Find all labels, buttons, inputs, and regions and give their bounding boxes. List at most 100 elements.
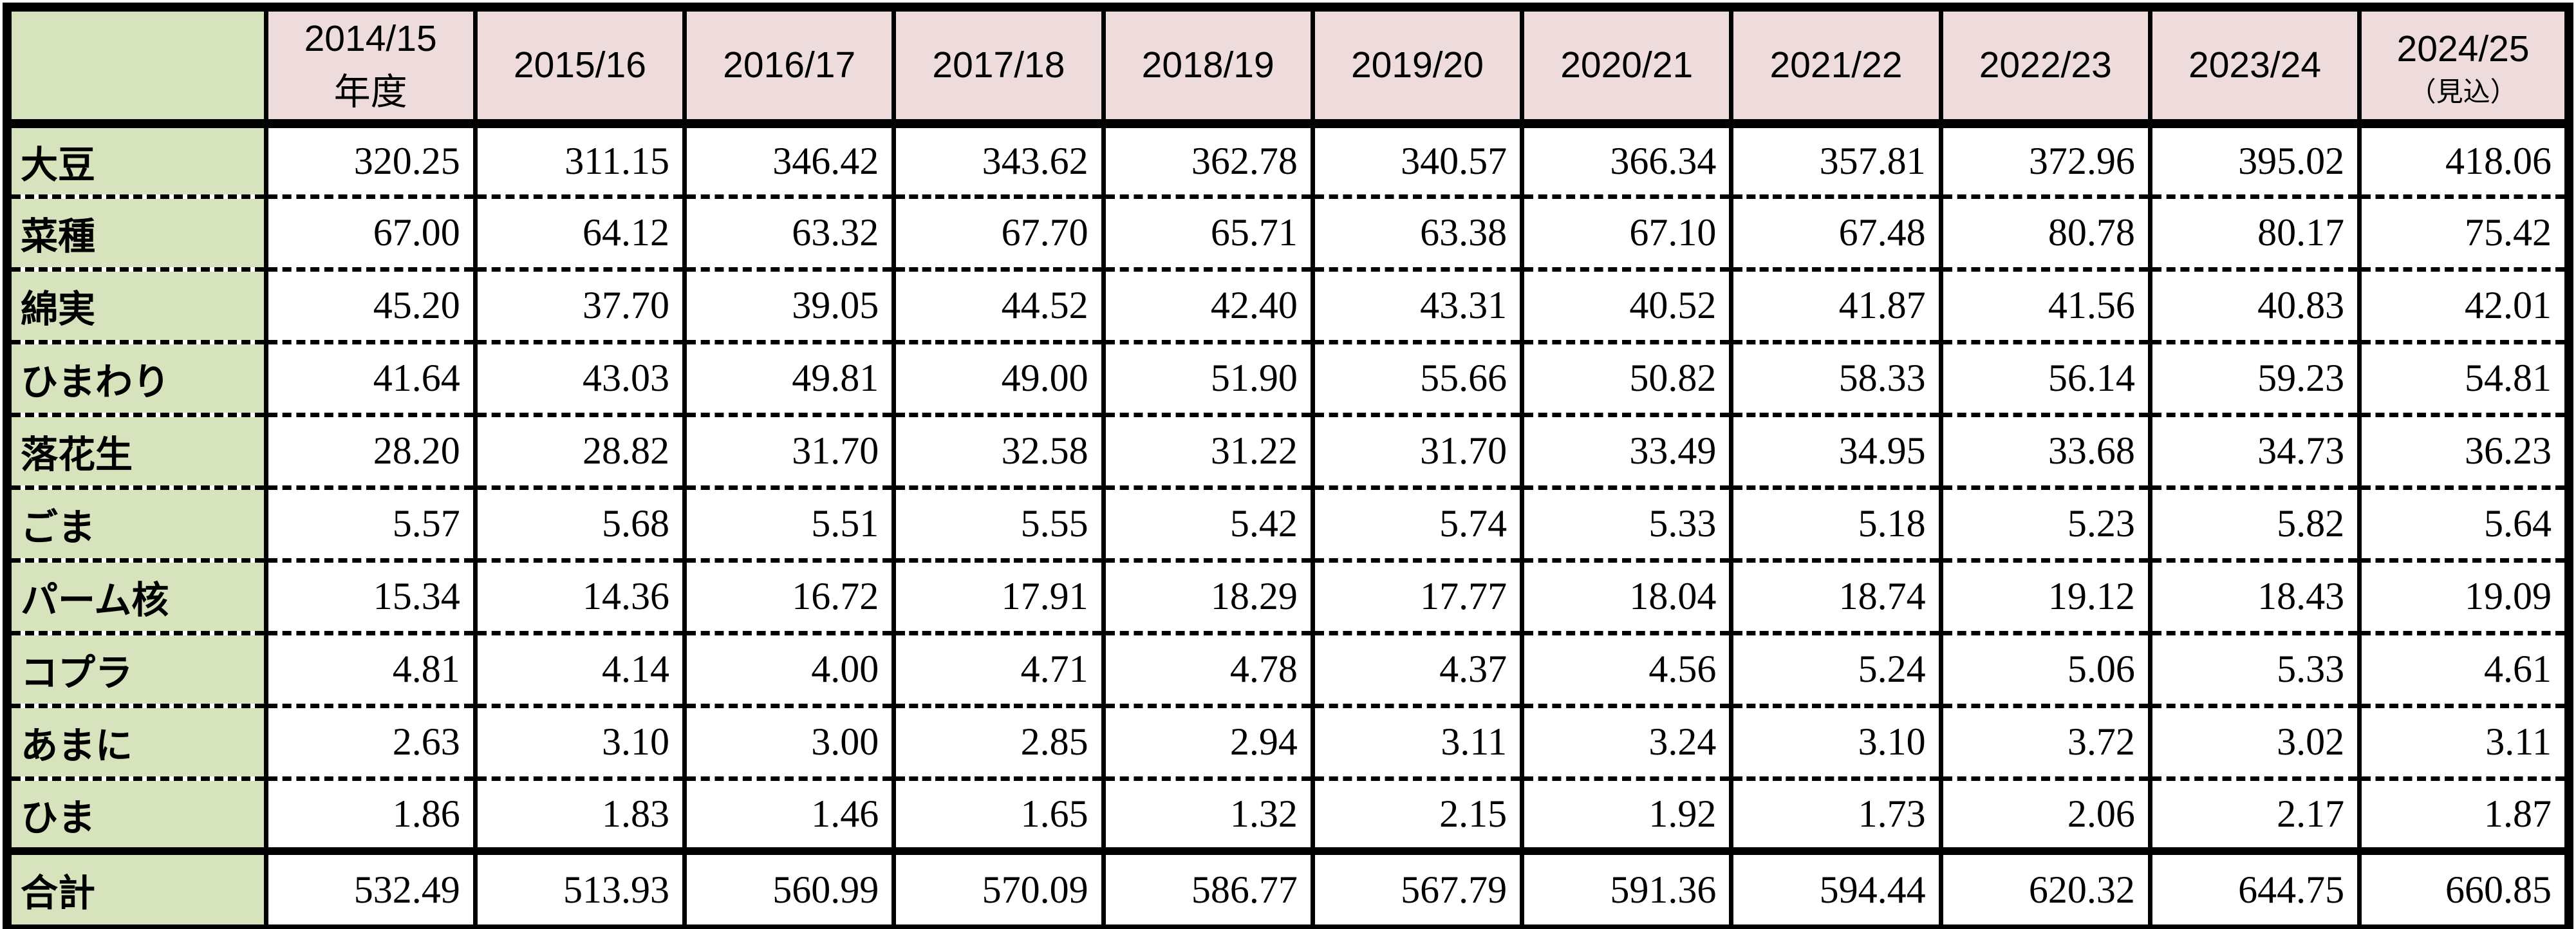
value-cell: 5.33	[1520, 485, 1734, 563]
value-cell: 67.48	[1729, 194, 1943, 272]
value-cell: 4.78	[1101, 630, 1315, 708]
value-cell: 3.10	[472, 703, 687, 781]
table-row: 綿実 45.20 37.70 39.05 44.52 42.40 43.31 40.52 41.…	[5, 267, 2571, 344]
value-cell: 5.57	[263, 485, 478, 563]
total-row: 合計 532.49 513.93 560.99 570.09 586.77 567.79 59…	[5, 847, 2571, 929]
value-cell: 80.78	[1938, 194, 2152, 272]
value-cell: 1.87	[2357, 776, 2571, 854]
value-cell: 620.32	[1938, 847, 2152, 929]
table-row: ごま 5.57 5.68 5.51 5.55 5.42 5.74 5.33 5.18 5.23 5.…	[5, 485, 2571, 563]
value-cell: 64.12	[472, 194, 687, 272]
value-cell: 5.51	[682, 485, 897, 563]
value-cell: 67.00	[263, 194, 478, 272]
value-cell: 50.82	[1520, 339, 1734, 417]
value-cell: 2.06	[1938, 776, 2152, 854]
value-cell: 5.06	[1938, 630, 2152, 708]
value-cell: 55.66	[1310, 339, 1525, 417]
col-header-201617: 2016/17	[682, 7, 897, 129]
table-row: パーム核 15.34 14.36 16.72 17.91 18.29 17.77 18.04 1…	[5, 558, 2571, 635]
value-cell: 80.17	[2147, 194, 2362, 272]
value-cell: 18.74	[1729, 558, 1943, 635]
value-cell: 4.71	[891, 630, 1106, 708]
value-cell: 5.82	[2147, 485, 2362, 563]
value-cell: 586.77	[1101, 847, 1315, 929]
value-cell: 32.58	[891, 412, 1106, 490]
row-label: 落花生	[5, 412, 268, 490]
table-row: 菜種 67.00 64.12 63.32 67.70 65.71 63.38 67.10 67.…	[5, 194, 2571, 272]
table-row: ひまわり 41.64 43.03 49.81 49.00 51.90 55.66 50.82 5…	[5, 339, 2571, 417]
col-header-year: 2017/18	[932, 44, 1065, 86]
value-cell: 59.23	[2147, 339, 2362, 417]
table-row: 落花生 28.20 28.82 31.70 32.58 31.22 31.70 33.49 34…	[5, 412, 2571, 490]
col-header-202324: 2023/24	[2147, 7, 2362, 129]
value-cell: 1.46	[682, 776, 897, 854]
value-cell: 4.56	[1520, 630, 1734, 708]
value-cell: 75.42	[2357, 194, 2571, 272]
table-body: 大豆 320.25 311.15 346.42 343.62 362.78 340.57 36…	[5, 121, 2571, 929]
col-header-year: 2014/15	[304, 18, 437, 59]
value-cell: 54.81	[2357, 339, 2571, 417]
row-label: 大豆	[5, 121, 268, 199]
value-cell: 418.06	[2357, 121, 2571, 199]
value-cell: 1.73	[1729, 776, 1943, 854]
row-label: 菜種	[5, 194, 268, 272]
value-cell: 5.64	[2357, 485, 2571, 563]
value-cell: 591.36	[1520, 847, 1734, 929]
value-cell: 357.81	[1729, 121, 1943, 199]
value-cell: 1.92	[1520, 776, 1734, 854]
value-cell: 4.61	[2357, 630, 2571, 708]
value-cell: 41.56	[1938, 267, 2152, 344]
value-cell: 49.00	[891, 339, 1106, 417]
value-cell: 395.02	[2147, 121, 2362, 199]
col-header-201920: 2019/20	[1310, 7, 1525, 129]
col-header-year: 2015/16	[513, 44, 646, 86]
col-header-year: 2016/17	[723, 44, 856, 86]
value-cell: 42.01	[2357, 267, 2571, 344]
value-cell: 41.64	[263, 339, 478, 417]
value-cell: 5.18	[1729, 485, 1943, 563]
col-header-year: 2021/22	[1769, 44, 1903, 86]
col-header-sub: 年度	[333, 71, 407, 113]
value-cell: 18.29	[1101, 558, 1315, 635]
row-label: ひま	[5, 776, 268, 854]
value-cell: 2.85	[891, 703, 1106, 781]
value-cell: 31.22	[1101, 412, 1315, 490]
table-row: ひま 1.86 1.83 1.46 1.65 1.32 2.15 1.92 1.73 2.06 2.…	[5, 776, 2571, 854]
col-header-year: 2024/25	[2396, 28, 2530, 70]
col-header-201718: 2017/18	[891, 7, 1106, 129]
value-cell: 1.65	[891, 776, 1106, 854]
col-header-year: 2019/20	[1350, 44, 1484, 86]
col-header-year: 2022/23	[1979, 44, 2112, 86]
value-cell: 362.78	[1101, 121, 1315, 199]
value-cell: 43.31	[1310, 267, 1525, 344]
value-cell: 2.17	[2147, 776, 2362, 854]
value-cell: 3.11	[2357, 703, 2571, 781]
value-cell: 28.82	[472, 412, 687, 490]
value-cell: 2.63	[263, 703, 478, 781]
row-label: あまに	[5, 703, 268, 781]
table-row: あまに 2.63 3.10 3.00 2.85 2.94 3.11 3.24 3.10 3.72 3…	[5, 703, 2571, 781]
col-header-201516: 2015/16	[472, 7, 687, 129]
value-cell: 56.14	[1938, 339, 2152, 417]
row-label: ごま	[5, 485, 268, 563]
col-header-year: 2020/21	[1560, 44, 1694, 86]
value-cell: 5.23	[1938, 485, 2152, 563]
value-cell: 67.70	[891, 194, 1106, 272]
value-cell: 1.86	[263, 776, 478, 854]
value-cell: 644.75	[2147, 847, 2362, 929]
value-cell: 31.70	[1310, 412, 1525, 490]
value-cell: 1.83	[472, 776, 687, 854]
value-cell: 41.87	[1729, 267, 1943, 344]
value-cell: 19.09	[2357, 558, 2571, 635]
row-label: ひまわり	[5, 339, 268, 417]
col-header-202223: 2022/23	[1938, 7, 2152, 129]
value-cell: 31.70	[682, 412, 897, 490]
value-cell: 513.93	[472, 847, 687, 929]
value-cell: 45.20	[263, 267, 478, 344]
value-cell: 15.34	[263, 558, 478, 635]
value-cell: 58.33	[1729, 339, 1943, 417]
value-cell: 40.83	[2147, 267, 2362, 344]
value-cell: 28.20	[263, 412, 478, 490]
value-cell: 560.99	[682, 847, 897, 929]
col-header-202122: 2021/22	[1729, 7, 1943, 129]
